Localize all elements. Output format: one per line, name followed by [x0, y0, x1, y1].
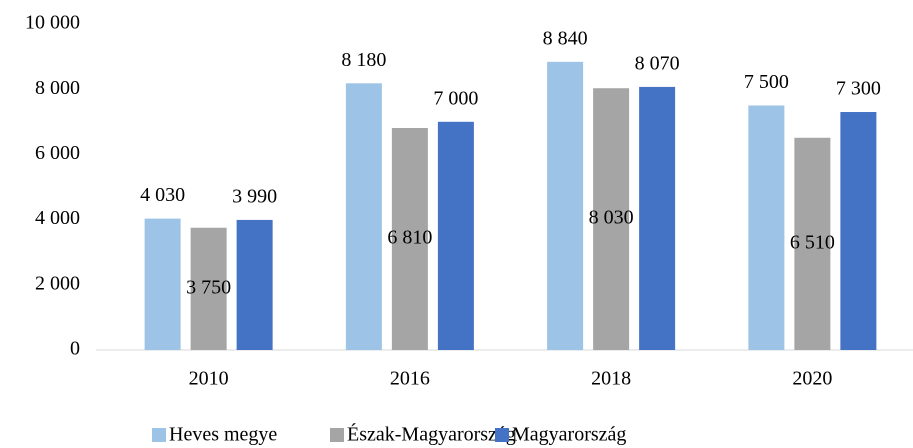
data-label: 8 180 — [341, 49, 386, 71]
legend-label: Heves megye — [169, 424, 277, 446]
bar — [794, 137, 831, 350]
bar — [840, 112, 877, 351]
data-label: 4 030 — [140, 184, 185, 206]
x-tick-label: 2020 — [792, 368, 832, 390]
data-label: 7 300 — [836, 78, 881, 100]
bar — [236, 219, 273, 350]
data-label: 6 510 — [790, 231, 835, 253]
legend-swatch — [152, 428, 166, 442]
data-label: 3 750 — [186, 276, 231, 298]
legend-label: Észak-Magyarország — [347, 423, 516, 446]
y-tick-label: 10 000 — [25, 12, 80, 34]
bar — [748, 105, 785, 350]
bar — [547, 61, 584, 350]
bar — [639, 86, 676, 350]
data-label: 7 500 — [744, 71, 789, 93]
y-tick-label: 8 000 — [35, 77, 80, 99]
y-tick-label: 0 — [70, 338, 80, 360]
data-label: 7 000 — [433, 87, 478, 109]
data-label: 6 810 — [387, 227, 432, 249]
y-tick-label: 2 000 — [35, 272, 80, 294]
legend-label: Magyarország — [512, 424, 626, 446]
data-label: 3 990 — [232, 186, 277, 208]
legend-swatch — [495, 428, 509, 442]
y-tick-label: 6 000 — [35, 142, 80, 164]
bar — [437, 121, 474, 350]
bar — [144, 218, 181, 350]
x-tick-label: 2016 — [390, 368, 430, 390]
bar — [190, 227, 227, 350]
data-label: 8 070 — [635, 53, 680, 75]
legend-swatch — [330, 428, 344, 442]
y-tick-label: 4 000 — [35, 207, 80, 229]
bar — [345, 83, 382, 350]
data-label: 8 030 — [589, 207, 634, 229]
x-tick-label: 2010 — [189, 368, 229, 390]
bar — [391, 127, 428, 350]
bar — [593, 88, 630, 351]
x-tick-label: 2018 — [591, 368, 631, 390]
data-label: 8 840 — [543, 27, 588, 49]
